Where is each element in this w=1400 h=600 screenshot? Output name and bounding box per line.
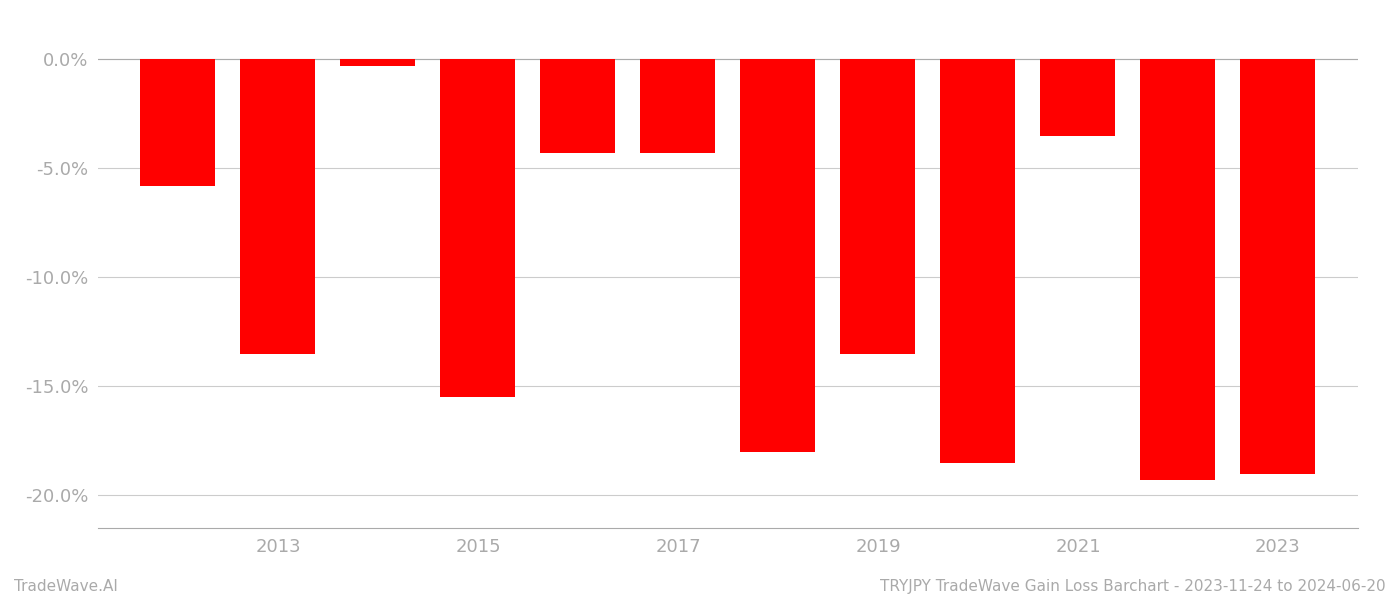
Bar xyxy=(741,59,815,452)
Bar xyxy=(540,59,616,153)
Text: TRYJPY TradeWave Gain Loss Barchart - 2023-11-24 to 2024-06-20: TRYJPY TradeWave Gain Loss Barchart - 20… xyxy=(881,579,1386,594)
Bar xyxy=(340,59,416,66)
Bar xyxy=(140,59,216,186)
Bar xyxy=(1040,59,1116,136)
Bar xyxy=(840,59,916,353)
Bar xyxy=(1141,59,1215,480)
Bar xyxy=(640,59,715,153)
Bar xyxy=(1240,59,1316,473)
Bar xyxy=(241,59,315,353)
Text: TradeWave.AI: TradeWave.AI xyxy=(14,579,118,594)
Bar xyxy=(441,59,515,397)
Bar xyxy=(941,59,1015,463)
